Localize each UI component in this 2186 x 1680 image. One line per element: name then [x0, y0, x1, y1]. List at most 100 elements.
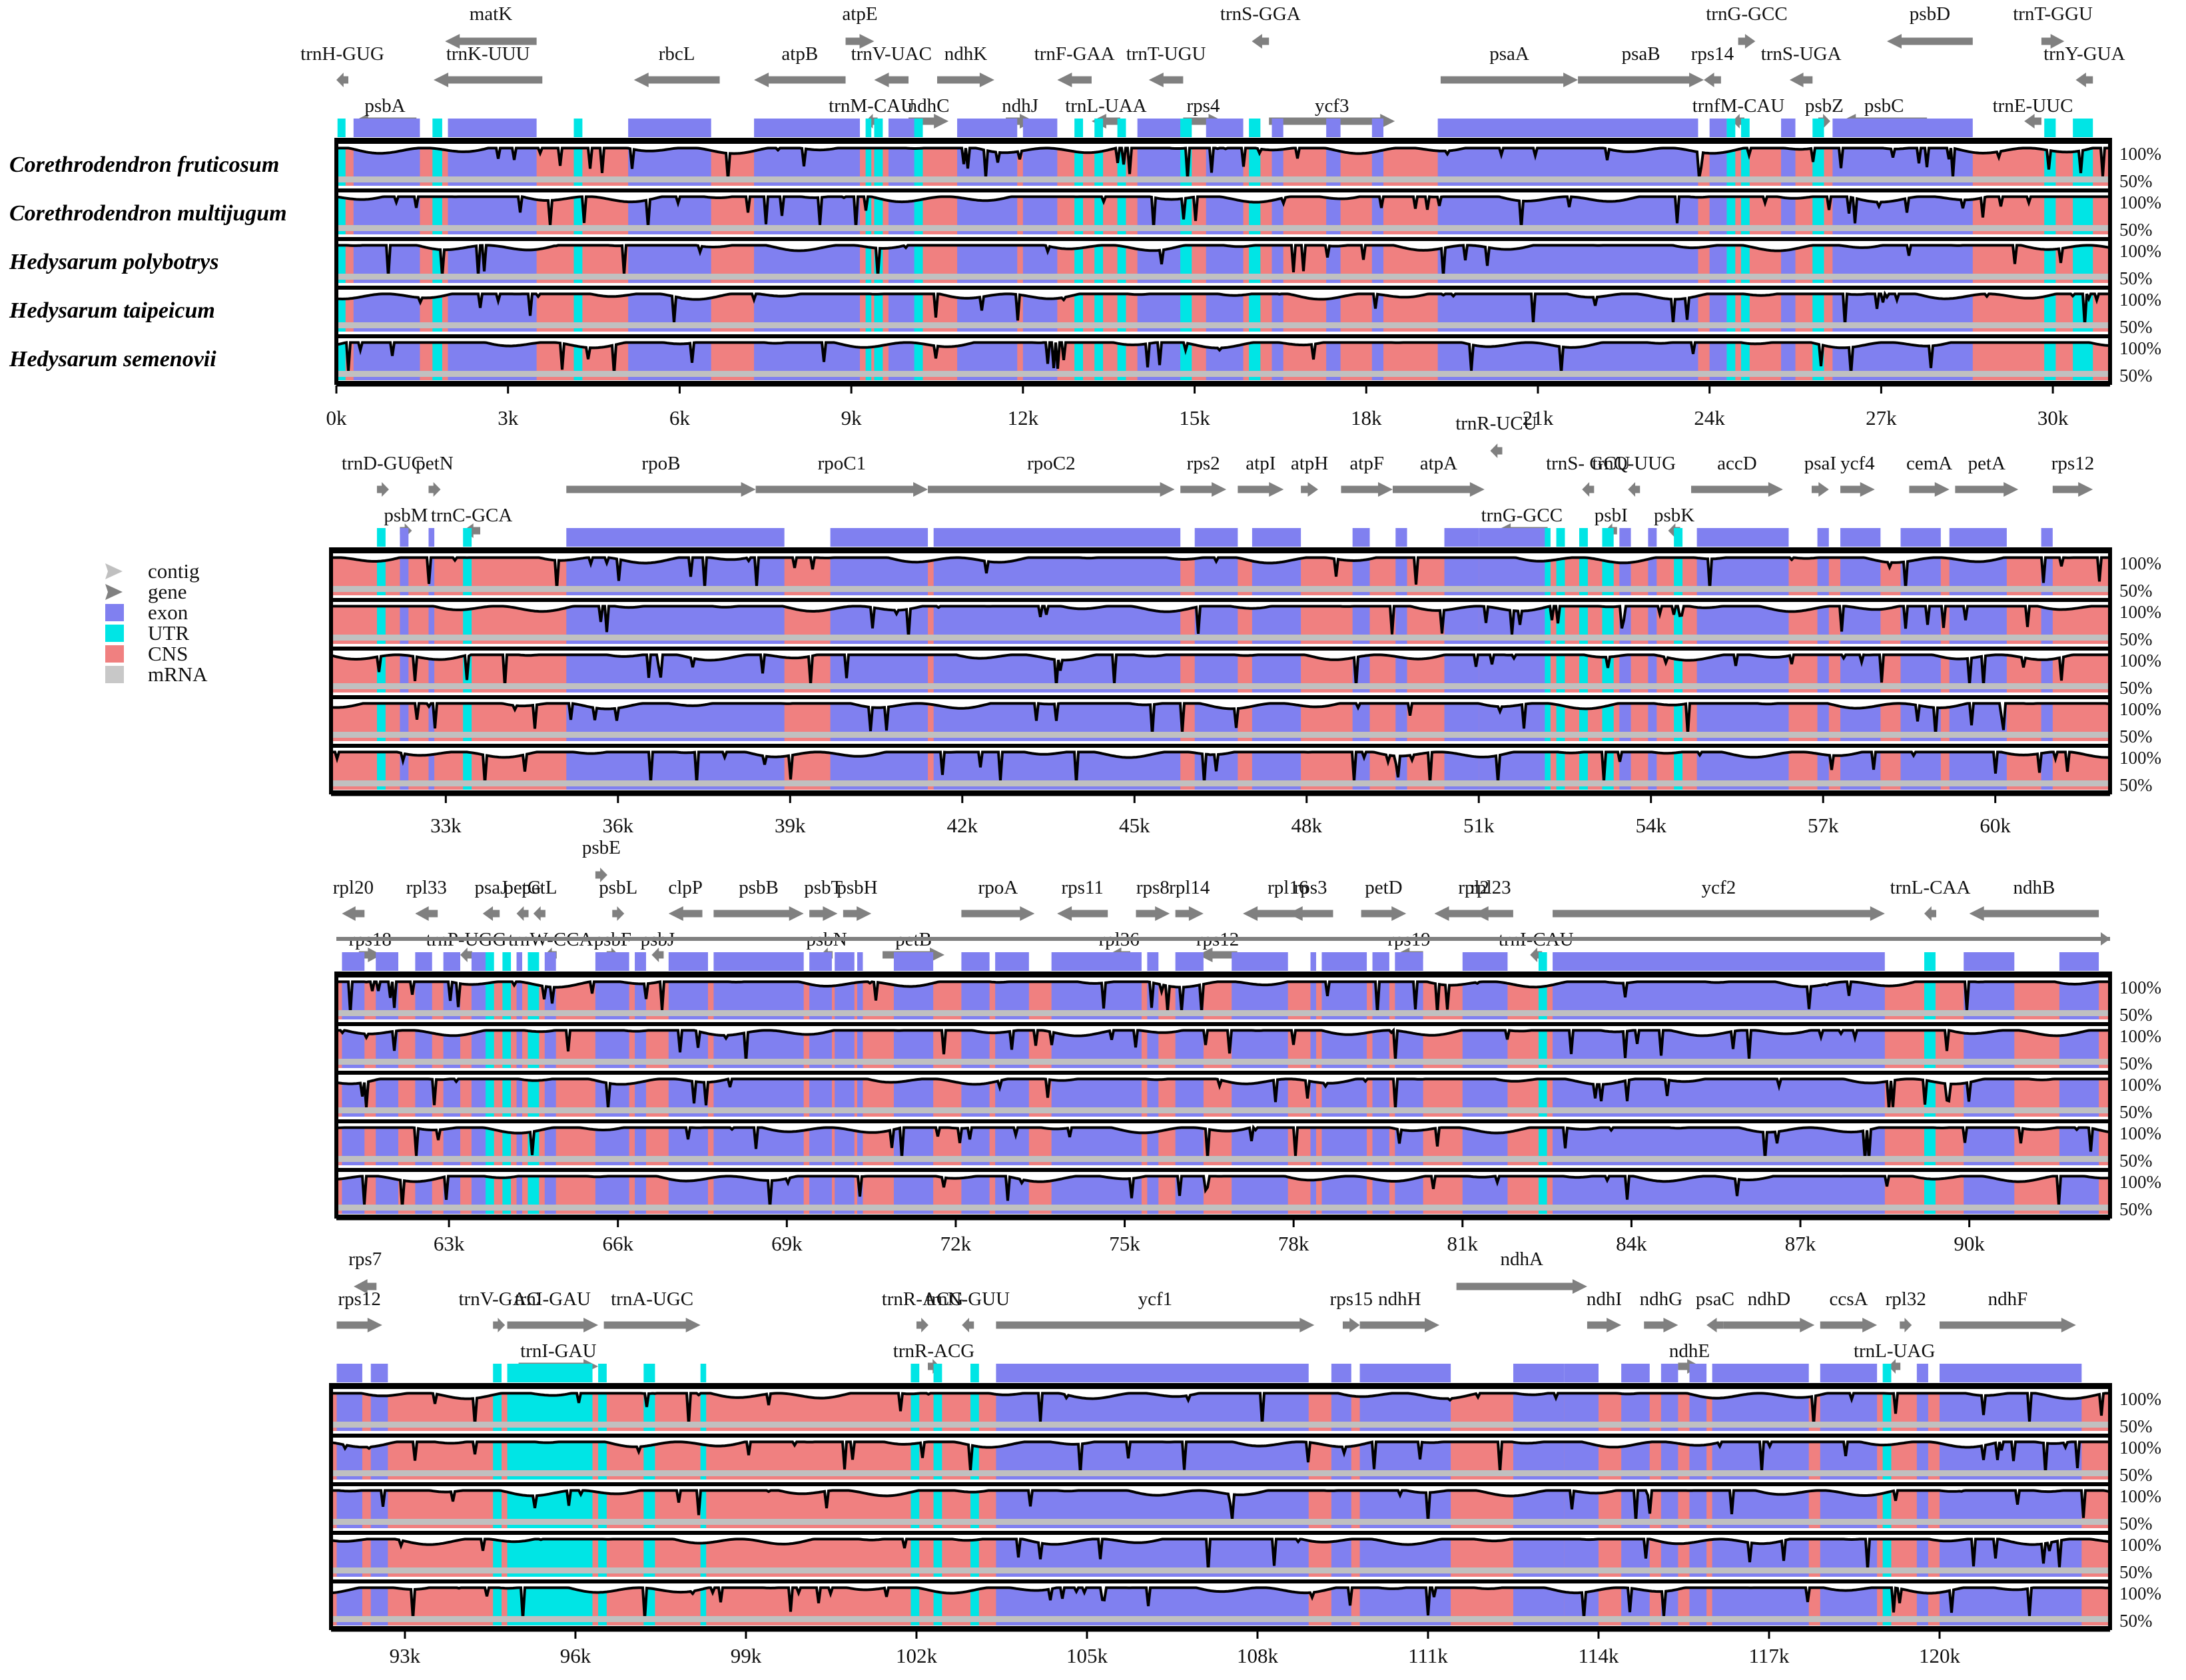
row-feature-utr — [1545, 552, 1551, 595]
gene-arrow-trnV-GAC — [493, 1318, 506, 1332]
gene-arrow-trnR-ACG — [916, 1318, 928, 1332]
row-feature-utr — [1094, 240, 1104, 283]
x-axis: 63k 66k 69k 72k 75k 78k 81k 84k 87k 90k — [336, 1218, 2110, 1255]
identity-gap — [336, 191, 2110, 229]
identity-curve — [335, 1027, 2109, 1063]
identity-row-4: 100% 50% — [330, 1531, 2161, 1582]
gene-arrow-rpl14 — [1175, 906, 1204, 921]
row-border — [331, 1482, 2110, 1486]
contig-track — [331, 780, 2110, 786]
feature-utr — [1117, 119, 1126, 137]
row-feature-utr — [337, 240, 346, 283]
row-feature-utr — [1538, 1122, 1547, 1165]
legend-contig-icon — [105, 563, 123, 579]
feature-utr — [865, 119, 872, 137]
pct-label-100: 100% — [2119, 1123, 2161, 1143]
gene-label: petA — [1968, 453, 2005, 474]
gene-label: rps7 — [348, 1249, 382, 1270]
row-feature-utr — [914, 142, 923, 186]
tick-label: 78k — [1278, 1232, 1309, 1255]
feature-bar — [336, 1364, 2082, 1382]
row-feature-utr — [493, 1582, 502, 1625]
row-feature-exon — [1781, 191, 1796, 234]
row-feature-utr — [1556, 552, 1565, 595]
tick-label: 9k — [841, 406, 863, 429]
gene-label: rps15 — [1330, 1288, 1373, 1310]
gene-label: trnR-ACG — [882, 1288, 964, 1310]
gene-label: rpoB — [641, 453, 680, 474]
row-feature-exon — [635, 1122, 646, 1165]
gene-label: ycf3 — [1315, 95, 1349, 117]
identity-curve — [330, 1585, 2110, 1620]
tick-label: 117k — [1749, 1644, 1790, 1667]
gene-label: trnI-GAU — [515, 1288, 591, 1310]
feature-utr — [1074, 119, 1084, 137]
identity-curve — [330, 555, 2109, 590]
gene-label: psbM — [384, 505, 428, 526]
row-feature-utr — [1579, 746, 1588, 790]
gene-arrow-trnQ-UUG — [1628, 482, 1640, 497]
feature-bar — [336, 932, 2110, 971]
identity-curve — [330, 652, 2109, 687]
tick-label: 45k — [1119, 814, 1150, 837]
identity-gap — [336, 976, 2110, 1014]
tick-label: 15k — [1179, 406, 1210, 429]
row-feature-utr — [1924, 1122, 1936, 1165]
contig-arrowhead — [2101, 932, 2110, 946]
row-feature-exon — [1817, 552, 1829, 595]
identity-curve — [330, 603, 2110, 639]
plot-frame — [329, 547, 2112, 794]
row-feature-utr — [914, 191, 923, 234]
gene-label: rps2 — [1187, 453, 1220, 474]
feature-exon — [544, 952, 556, 971]
feature-utr — [502, 952, 512, 971]
feature-bar — [376, 528, 2053, 547]
row-feature-utr — [1882, 1485, 1892, 1528]
row-feature-exon — [1310, 1171, 1316, 1214]
gene-label: rpl14 — [1169, 877, 1210, 898]
gene-arrow-trnS-GGA — [1252, 34, 1270, 49]
feature-exon — [809, 952, 832, 971]
row-feature-utr — [1538, 1171, 1547, 1214]
pct-label-100: 100% — [2119, 1026, 2161, 1046]
identity-row-5: 100% 50% — [330, 744, 2161, 795]
row-feature-utr — [486, 1025, 494, 1068]
contig-track — [331, 586, 2110, 592]
row-feature-utr — [1726, 191, 1736, 234]
feature-exon — [1206, 119, 1244, 137]
plot-frame — [334, 138, 2112, 385]
row-feature-exon — [428, 552, 435, 595]
gene-arrow-rps3 — [1287, 906, 1333, 921]
gene-label: psaA — [1489, 43, 1529, 65]
pct-label-100: 100% — [2119, 338, 2161, 358]
identity-gap — [331, 601, 2110, 639]
feature-exon — [893, 952, 934, 971]
gene-label: trnS-UGA — [1761, 43, 1842, 65]
row-feature-utr — [432, 142, 442, 186]
gene-arrow-ndhD — [1723, 1318, 1815, 1332]
row-border — [331, 695, 2110, 699]
identity-gap — [336, 142, 2110, 180]
pct-label-50: 50% — [2119, 317, 2153, 337]
gene-label: rpl33 — [406, 877, 447, 898]
gene-label: trnK-UUU — [446, 43, 530, 65]
row-feature-utr — [463, 746, 472, 790]
identity-curve — [335, 145, 2109, 180]
gene-label: ndhJ — [1002, 95, 1038, 117]
feature-utr — [933, 1364, 942, 1382]
row-feature-utr — [1074, 191, 1084, 234]
row-feature-utr — [1117, 337, 1126, 380]
row-feature-utr — [376, 552, 386, 595]
row-feature-utr — [1249, 142, 1261, 186]
row-feature-exon — [428, 698, 435, 741]
row-feature-utr — [1674, 698, 1683, 741]
species-labels: Corethrodendron fruticosum Corethrodendro… — [9, 152, 287, 372]
row-feature-exon — [1817, 746, 1829, 790]
gene-arrow-trnL-UAA — [1091, 114, 1120, 129]
gene-arrow-petL — [533, 906, 546, 921]
tick-label: 60k — [1980, 814, 2011, 837]
gene-label: trnR-UCU — [1455, 413, 1537, 434]
gene-arrow-rpoC1 — [755, 482, 928, 497]
row-feature-exon — [1272, 191, 1283, 234]
